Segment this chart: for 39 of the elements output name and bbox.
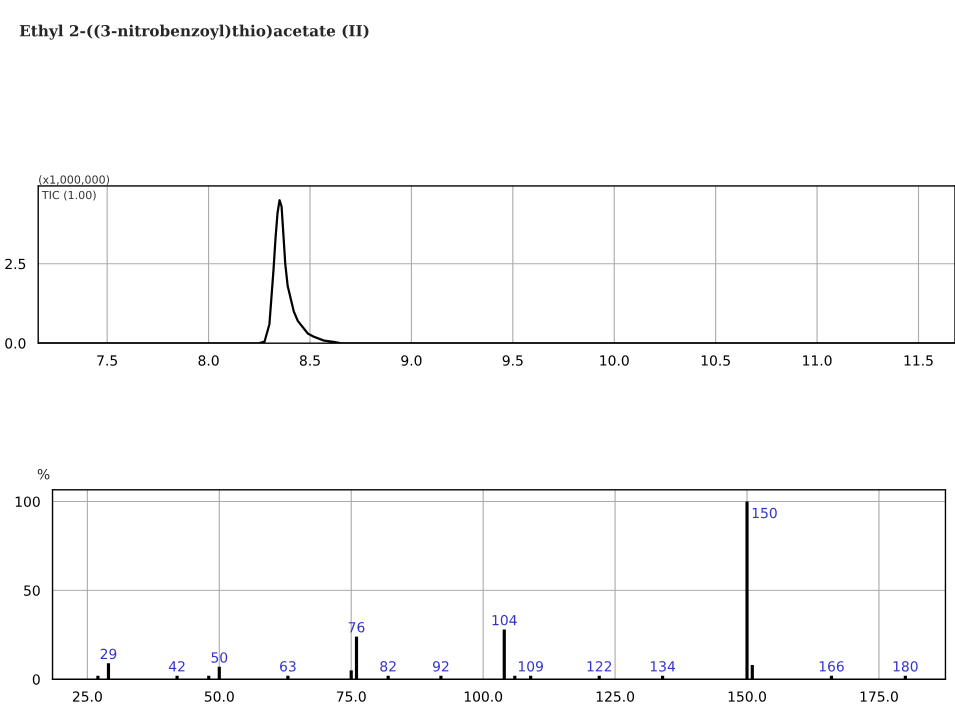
annotation: 150 [752, 508, 777, 518]
chart-title: Ethyl 2-((3-nitrobenzoyl)thio)acetate (II) [20, 24, 368, 40]
x-tick-label: 100.0 [464, 691, 502, 702]
annotation: 122 [588, 661, 612, 672]
annotation: 50 [212, 652, 228, 663]
y-axis-title: % [38, 469, 50, 480]
x-tick-label: 8.0 [198, 355, 219, 366]
annotation: TIC (1.00) [42, 190, 96, 201]
annotation: 180 [894, 661, 918, 672]
annotation: 92 [432, 661, 448, 672]
y-tick-label: 100 [16, 496, 40, 507]
x-tick-label: 10.0 [600, 355, 629, 366]
y-tick-label: 50 [24, 585, 40, 596]
annotation: 82 [380, 661, 396, 672]
x-tick-label: 11.5 [904, 355, 933, 366]
x-tick-label: 175.0 [860, 691, 898, 702]
annotation: 76 [348, 622, 364, 633]
annotation: 63 [280, 661, 296, 672]
x-tick-label: 9.5 [502, 355, 523, 366]
x-tick-label: 10.5 [702, 355, 730, 366]
x-tick-label: 8.5 [300, 355, 320, 366]
annotation: 42 [168, 661, 185, 672]
annotation: 134 [650, 661, 676, 672]
x-tick-label: 75.0 [336, 691, 366, 702]
x-tick-label: 7.5 [97, 355, 117, 366]
annotation: 166 [820, 661, 844, 672]
x-tick-label: 150.0 [728, 691, 766, 702]
annotation: 29 [100, 648, 116, 660]
x-tick-label: 25.0 [72, 691, 102, 702]
x-tick-label: 125.0 [596, 691, 634, 702]
text: (x1,000,000) [39, 175, 110, 186]
y-tick-label: 0.0 [5, 338, 26, 349]
x-tick-label: 9.0 [401, 355, 422, 366]
y-tick-label: 0 [32, 674, 40, 685]
y-tick-label: 2.5 [5, 258, 26, 270]
annotation: 109 [518, 661, 543, 672]
x-tick-label: 50.0 [204, 691, 234, 702]
x-tick-label: 11.0 [803, 355, 832, 366]
annotation: 104 [492, 614, 517, 626]
